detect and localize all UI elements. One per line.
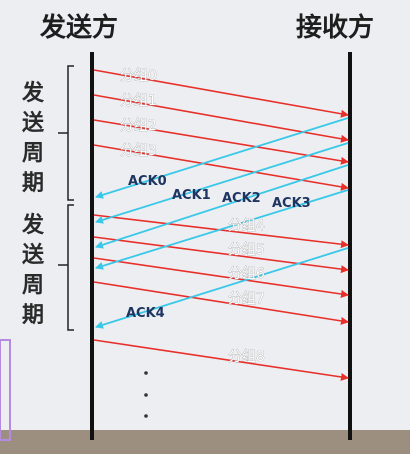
packet-label-3: 分组3 — [120, 143, 157, 159]
packet-label-5: 分组5 — [228, 242, 265, 258]
ack-label-1: ACK1 — [172, 188, 211, 203]
packet-arrow-5 — [93, 236, 349, 274]
sender-title: 发送方 — [39, 12, 118, 43]
ack-arrow-2 — [95, 164, 349, 249]
packet-arrow-8 — [93, 339, 349, 381]
cycle-2-char-3: 周 — [22, 273, 44, 298]
cycle-2-char-1: 发 — [21, 212, 45, 238]
packet-arrow-7 — [93, 281, 349, 325]
continuation-dot-3 — [144, 414, 148, 418]
ack-label-4: ACK4 — [126, 306, 165, 321]
bottom-shadow — [0, 430, 410, 454]
packet-arrow-0 — [93, 69, 349, 118]
continuation-dot-2 — [144, 393, 148, 397]
ack-label-3: ACK3 — [272, 196, 311, 211]
cycle-brace-2 — [67, 204, 74, 331]
cycle-1-char-4: 期 — [22, 171, 44, 196]
cycle-1-char-1: 发 — [21, 80, 45, 106]
ack-arrow-1 — [95, 142, 349, 224]
ack-label-0: ACK0 — [128, 174, 167, 189]
packet-arrow-2 — [93, 119, 349, 165]
packet-label-4: 分组4 — [228, 218, 265, 234]
continuation-dot-1 — [144, 371, 148, 375]
ack-arrow-3 — [95, 189, 349, 270]
receiver-title: 接收方 — [296, 12, 374, 43]
packet-label-7: 分组7 — [228, 291, 265, 307]
cycle-2-char-2: 送 — [22, 242, 44, 268]
packet-label-0: 分组0 — [120, 68, 157, 84]
packet-label-8: 分组8 — [228, 349, 265, 365]
cycle-2-char-4: 期 — [22, 303, 44, 328]
packet-label-2: 分组2 — [120, 118, 157, 134]
packet-arrow-1 — [93, 94, 349, 143]
ack-arrow-0 — [95, 117, 349, 199]
purple-frame-edge — [0, 339, 11, 441]
packet-label-1: 分组1 — [120, 93, 157, 109]
cycle-1-char-3: 周 — [22, 141, 44, 166]
packet-arrow-6 — [93, 257, 349, 298]
ack-arrow-4 — [95, 247, 349, 329]
ack-label-2: ACK2 — [222, 191, 261, 206]
cycle-1-char-2: 送 — [22, 110, 44, 136]
packet-label-6: 分组6 — [228, 266, 265, 282]
packet-arrow-3 — [93, 144, 349, 191]
